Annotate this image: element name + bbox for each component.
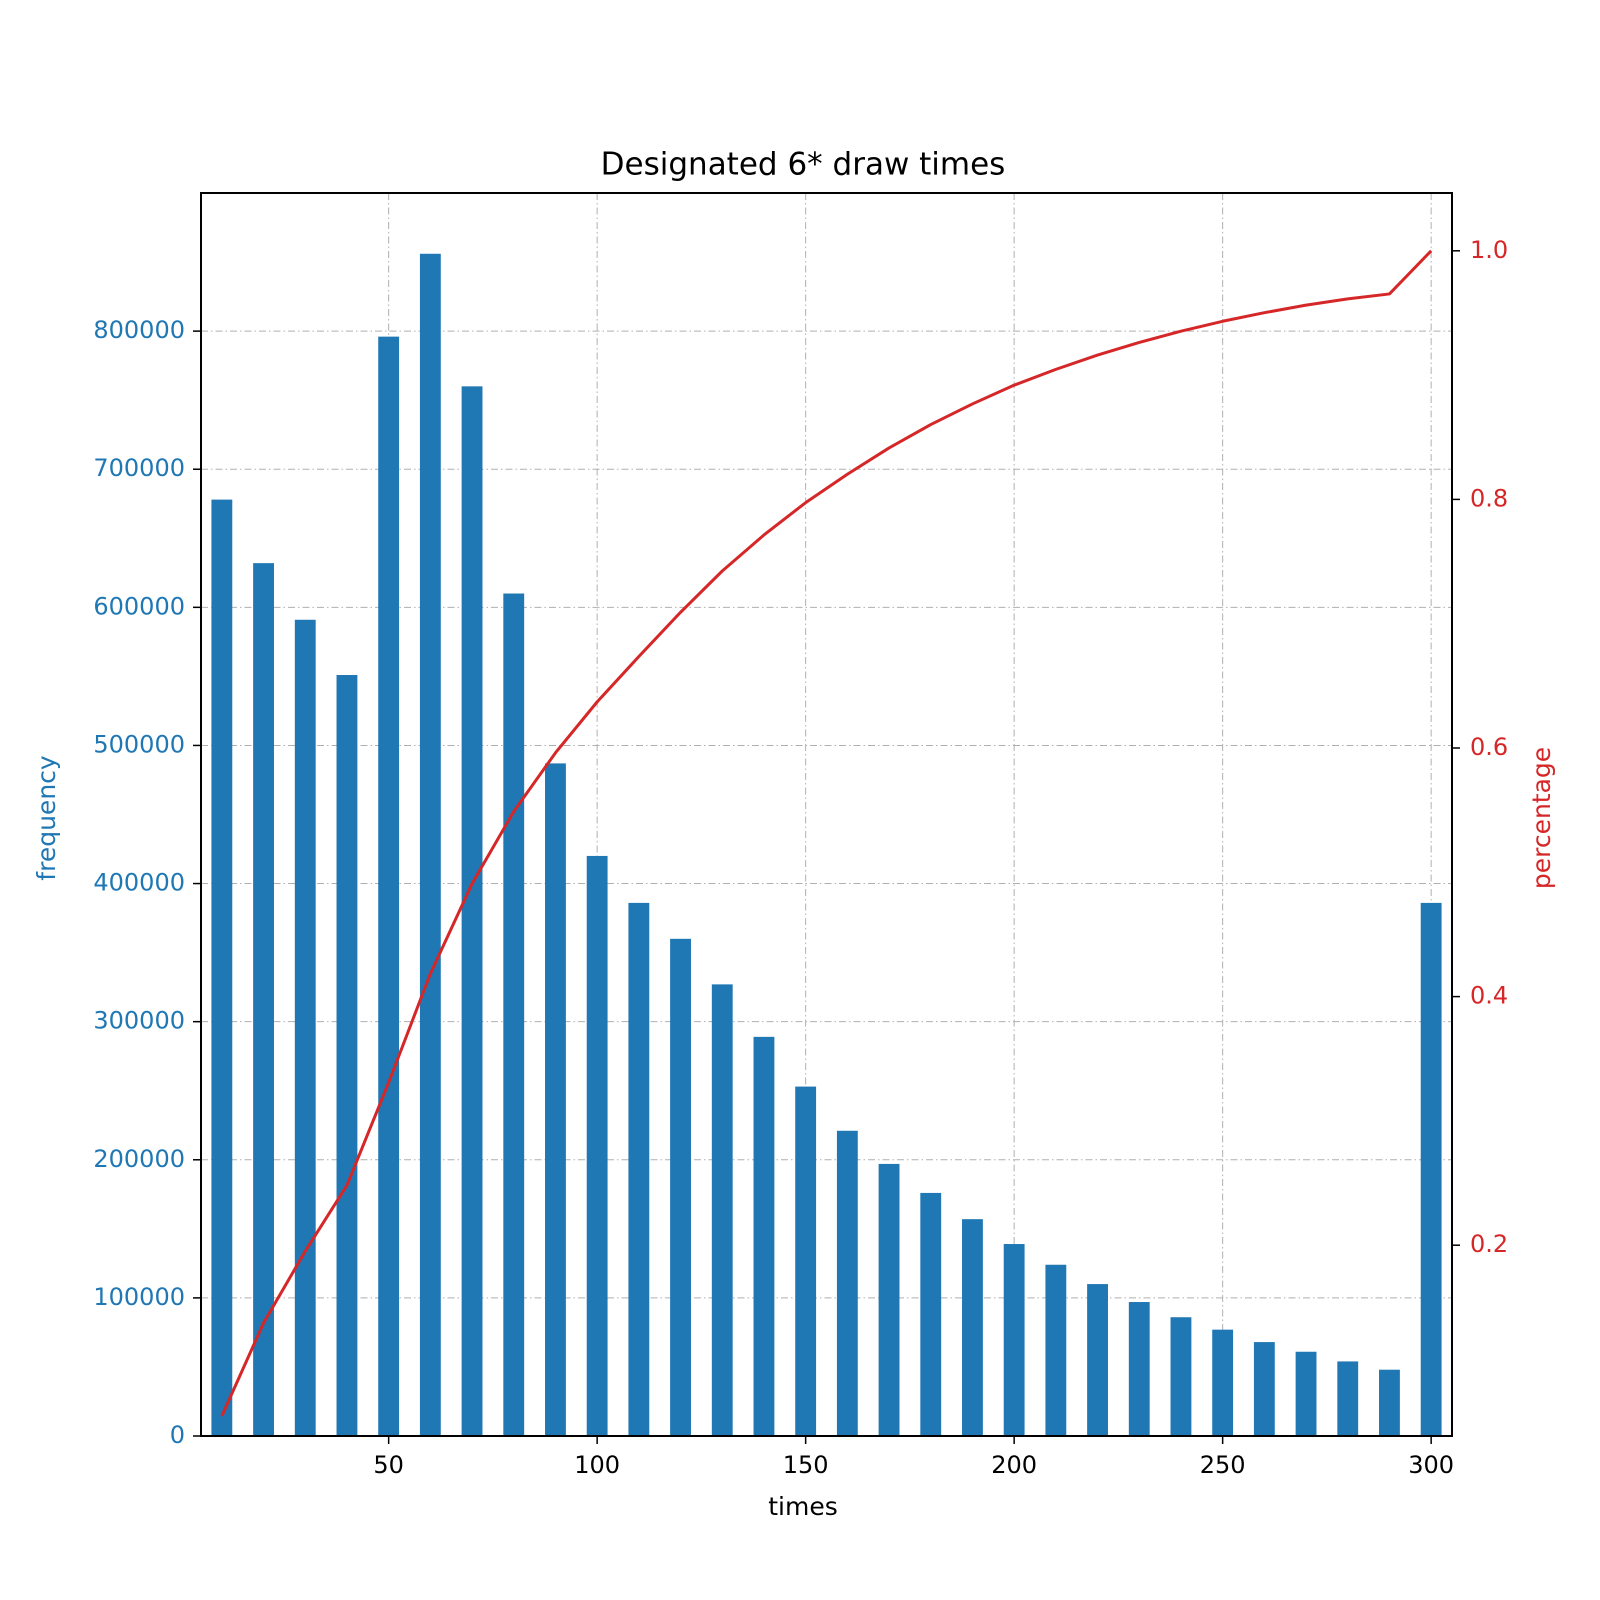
y-left-tick-label: 700000 (93, 454, 185, 482)
bar (378, 336, 400, 1437)
y-axis-left-label: frequency (32, 755, 61, 881)
bar (795, 1086, 817, 1436)
x-axis-label: times (768, 1492, 838, 1521)
bar (1128, 1302, 1150, 1436)
x-tick-label: 250 (1200, 1451, 1246, 1479)
bar (461, 386, 483, 1436)
x-tick-label: 50 (373, 1451, 404, 1479)
bar (878, 1163, 900, 1436)
bar (711, 984, 733, 1436)
y-left-tick-label: 300000 (93, 1007, 185, 1035)
bar (1337, 1361, 1359, 1436)
line-series (220, 249, 1433, 1417)
bar (836, 1130, 858, 1436)
y-left-tick-label: 0 (170, 1421, 185, 1449)
bar (1003, 1244, 1025, 1436)
bar (1087, 1284, 1108, 1436)
bar (1170, 1317, 1192, 1436)
bar (586, 855, 608, 1436)
x-tick-label: 200 (991, 1451, 1037, 1479)
percentage-line (220, 249, 1433, 1417)
y-left-tick-label: 200000 (93, 1145, 185, 1173)
bar-series (211, 253, 1442, 1437)
y-left-tick-label: 600000 (93, 592, 185, 620)
bar (503, 593, 525, 1436)
y-left-tick-label: 800000 (93, 316, 185, 344)
bar (920, 1192, 942, 1436)
bar (753, 1036, 775, 1436)
bar (1212, 1329, 1234, 1436)
axes: 50 100 150 200 250 300 0 100000 200000 300000 4000… (93, 192, 1508, 1479)
grid-lines (201, 193, 1452, 1437)
bar (670, 938, 691, 1436)
y-right-tick-label: 0.4 (1470, 982, 1508, 1010)
chart-title: Designated 6* draw times (601, 147, 1006, 183)
bar (628, 902, 650, 1436)
y-left-tick-label: 500000 (93, 730, 185, 758)
bar (962, 1219, 983, 1436)
bar (545, 763, 566, 1436)
x-tick-label: 300 (1408, 1451, 1454, 1479)
bar (1253, 1342, 1275, 1436)
bar (1295, 1351, 1317, 1436)
y-left-tick-label: 400000 (93, 869, 185, 897)
bar (253, 563, 274, 1436)
y-right-tick-label: 0.2 (1470, 1230, 1508, 1258)
plot-frame (200, 192, 1453, 1437)
bar (419, 253, 441, 1436)
y-right-tick-label: 1.0 (1470, 236, 1508, 264)
bar (1420, 902, 1442, 1436)
y-right-tick-label: 0.8 (1470, 484, 1508, 512)
bar (211, 499, 233, 1436)
y-right-tick-label: 0.6 (1470, 733, 1508, 761)
bar (1379, 1369, 1400, 1436)
bar (336, 675, 358, 1436)
x-tick-label: 150 (783, 1451, 829, 1479)
y-left-tick-label: 100000 (93, 1283, 185, 1311)
bar (1045, 1264, 1067, 1436)
x-tick-label: 100 (574, 1451, 620, 1479)
bar (294, 619, 316, 1436)
y-axis-right-label: percentage (1527, 747, 1556, 889)
